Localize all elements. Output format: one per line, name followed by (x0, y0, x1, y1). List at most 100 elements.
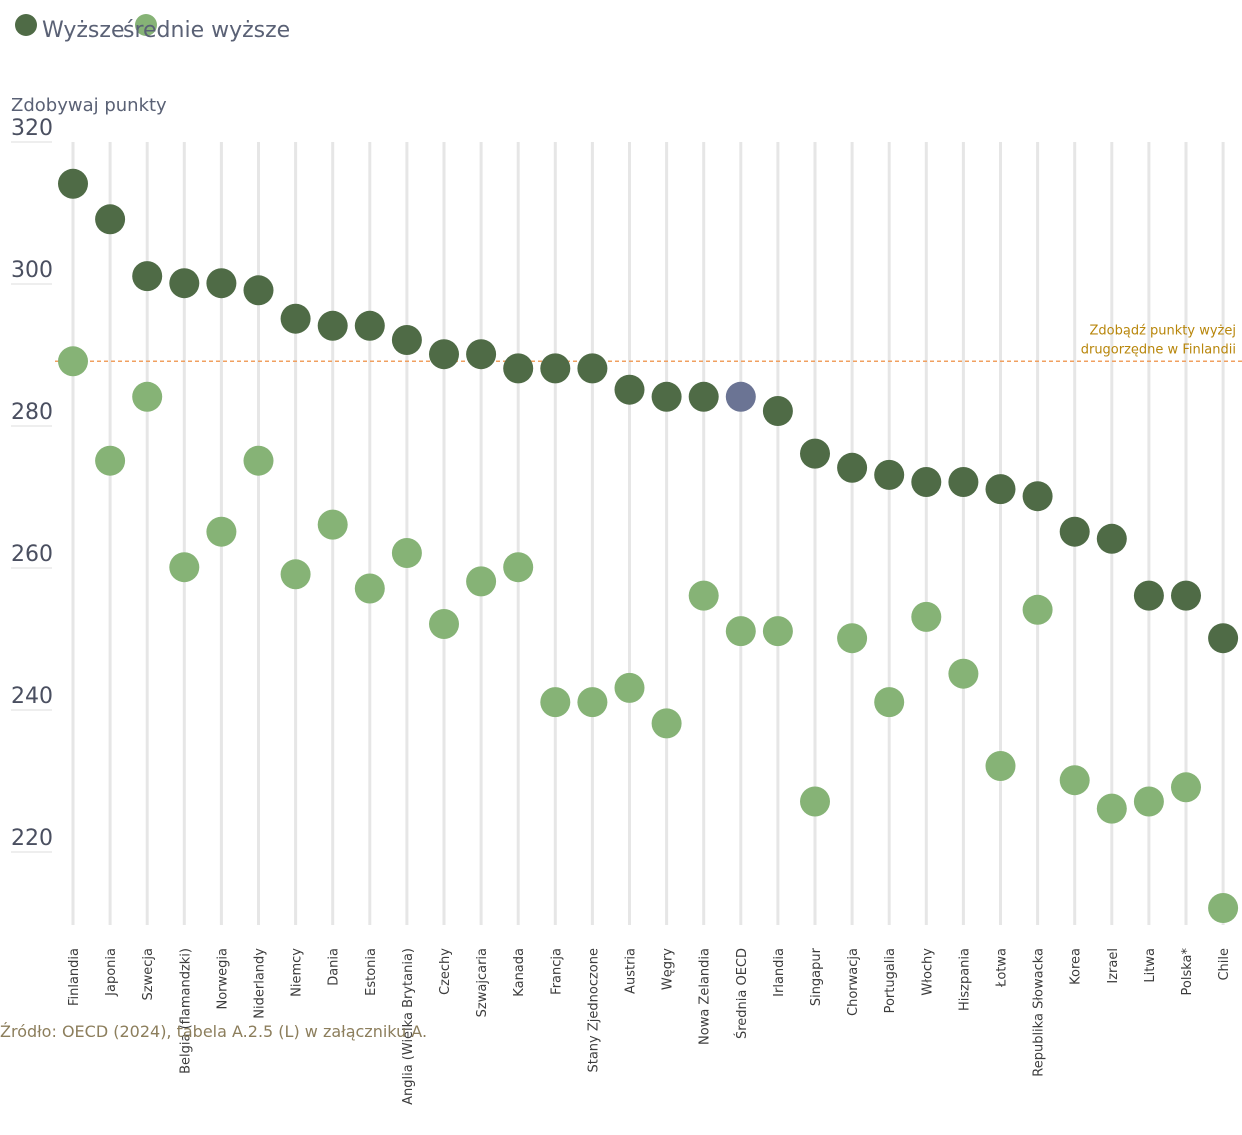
point-higher-francja (540, 353, 571, 384)
x-tick-irlandia: Irlandia (772, 948, 787, 997)
point-higher-srednia-oecd (725, 381, 756, 412)
point-higher-polska (1171, 580, 1201, 611)
point-higher-chile (1208, 623, 1239, 654)
point-higher-japonia (95, 204, 126, 235)
x-tick-japonia: Japonia (104, 948, 119, 997)
x-tick-stany-zjednoczone: Stany Zjednoczone (586, 948, 601, 1073)
point-higher-chorwacja (837, 452, 868, 483)
point-secondary-kanada (503, 552, 534, 583)
x-tick-norwegia: Norwegia (215, 948, 230, 1009)
point-higher-wlochy (911, 467, 942, 497)
legend-secondary-marker (135, 14, 157, 36)
x-tick-dania: Dania (327, 948, 342, 986)
point-secondary-niemcy (280, 559, 311, 590)
y-axis-title: Zdobywaj punkty (11, 95, 167, 116)
point-higher-hiszpania (948, 467, 979, 497)
x-tick-litwa: Litwa (1143, 948, 1158, 983)
x-tick-korea: Korea (1069, 948, 1084, 985)
legend-secondary-label: średnie wyższe (123, 18, 290, 43)
y-tick-300: 300 (11, 258, 53, 283)
x-tick-szwajcaria: Szwajcaria (475, 948, 490, 1017)
point-secondary-republika-slowacka (1022, 594, 1053, 625)
point-higher-portugalia (874, 459, 905, 490)
point-secondary-portugalia (874, 687, 905, 718)
point-secondary-estonia (354, 573, 385, 604)
point-higher-anglia-wielka-brytania (391, 325, 422, 355)
x-tick-chorwacja: Chorwacja (846, 948, 861, 1016)
point-higher-nowa-zelandia (688, 381, 719, 412)
point-secondary-dania (317, 509, 348, 540)
point-secondary-finlandia (58, 346, 88, 377)
x-tick-estonia: Estonia (364, 948, 379, 996)
x-tick-hiszpania: Hiszpania (957, 948, 972, 1011)
point-secondary-anglia-wielka-brytania (391, 538, 422, 568)
point-higher-czechy (429, 339, 459, 370)
y-tick-260: 260 (11, 542, 53, 567)
point-higher-belgia-flamandzki (169, 268, 200, 299)
point-secondary-singapur (800, 786, 830, 817)
x-tick-republika-slowacka: Republika Słowacka (1032, 948, 1047, 1077)
point-secondary-austria (614, 672, 645, 703)
x-tick-finlandia: Finlandia (67, 948, 82, 1006)
x-tick-srednia-oecd: Średnia OECD (734, 948, 750, 1039)
point-secondary-wlochy (911, 601, 942, 632)
point-secondary-korea (1059, 765, 1090, 796)
y-tick-240: 240 (11, 684, 53, 709)
source-note: Źródło: OECD (2024), tabela A.2.5 (L) w … (0, 1022, 427, 1041)
y-tick-320: 320 (11, 116, 53, 141)
x-tick-niemcy: Niemcy (290, 948, 305, 997)
point-higher-dania (317, 310, 348, 341)
point-secondary-chorwacja (837, 623, 868, 654)
point-higher-norwegia (206, 268, 237, 299)
point-secondary-japonia (95, 445, 126, 476)
reference-line-label-2: drugorzędne w Finlandii (1081, 342, 1236, 357)
x-tick-nowa-zelandia: Nowa Zelandia (698, 948, 713, 1045)
x-tick-izrael: Izrael (1106, 948, 1121, 984)
y-tick-220: 220 (11, 826, 53, 851)
x-tick-singapur: Singapur (809, 947, 824, 1006)
x-tick-polska: Polska* (1180, 948, 1195, 996)
point-secondary-wegry (651, 708, 682, 739)
point-secondary-stany-zjednoczone (577, 687, 608, 718)
reference-line-group: Zdobądź punkty wyżej drugorzędne w Finla… (55, 323, 1242, 363)
point-higher-niderlandy (243, 275, 274, 306)
point-secondary-nowa-zelandia (688, 580, 719, 611)
point-secondary-chile (1208, 893, 1239, 923)
point-higher-wegry (651, 381, 682, 412)
x-tick-kanada: Kanada (512, 948, 527, 997)
point-secondary-czechy (429, 609, 459, 639)
point-higher-estonia (354, 310, 385, 341)
legend-higher-label: Wyższe (42, 18, 124, 43)
legend: Wyższe średnie wyższe (15, 14, 290, 43)
x-tick-lotwa: Łotwa (995, 948, 1010, 988)
point-secondary-lotwa (985, 751, 1016, 781)
legend-higher-marker (15, 14, 37, 36)
point-secondary-irlandia (762, 616, 793, 647)
x-tick-anglia-wielka-brytania: Anglia (Wielka Brytania) (401, 948, 416, 1105)
point-higher-litwa (1133, 580, 1164, 611)
x-tick-wegry: Węgry (661, 948, 676, 990)
point-higher-korea (1059, 516, 1090, 547)
point-higher-kanada (503, 353, 534, 384)
point-secondary-szwecja (132, 381, 163, 412)
x-tick-czechy: Czechy (438, 948, 453, 995)
point-secondary-hiszpania (948, 658, 979, 689)
x-tick-labels: Finlandia Japonia Szwecja Belgia (flamandzk… (67, 947, 1232, 1105)
point-higher-niemcy (280, 303, 311, 334)
point-secondary-izrael (1096, 793, 1127, 824)
x-tick-niderlandy: Niderlandy (253, 948, 268, 1019)
point-higher-irlandia (762, 396, 793, 426)
reference-line-label-1: Zdobądź punkty wyżej (1090, 323, 1236, 338)
data-points (58, 168, 1239, 923)
y-tick-280: 280 (11, 400, 53, 425)
point-higher-finlandia (58, 168, 88, 199)
point-higher-lotwa (985, 474, 1016, 505)
point-secondary-niderlandy (243, 445, 274, 476)
x-tick-belgia-flamandzki: Belgia (flamandzki) (178, 948, 193, 1074)
x-tick-austria: Austria (624, 948, 639, 994)
gridlines (71, 142, 1225, 925)
point-higher-republika-slowacka (1022, 481, 1053, 512)
point-secondary-belgia-flamandzki (169, 552, 200, 583)
point-secondary-srednia-oecd (725, 616, 756, 647)
